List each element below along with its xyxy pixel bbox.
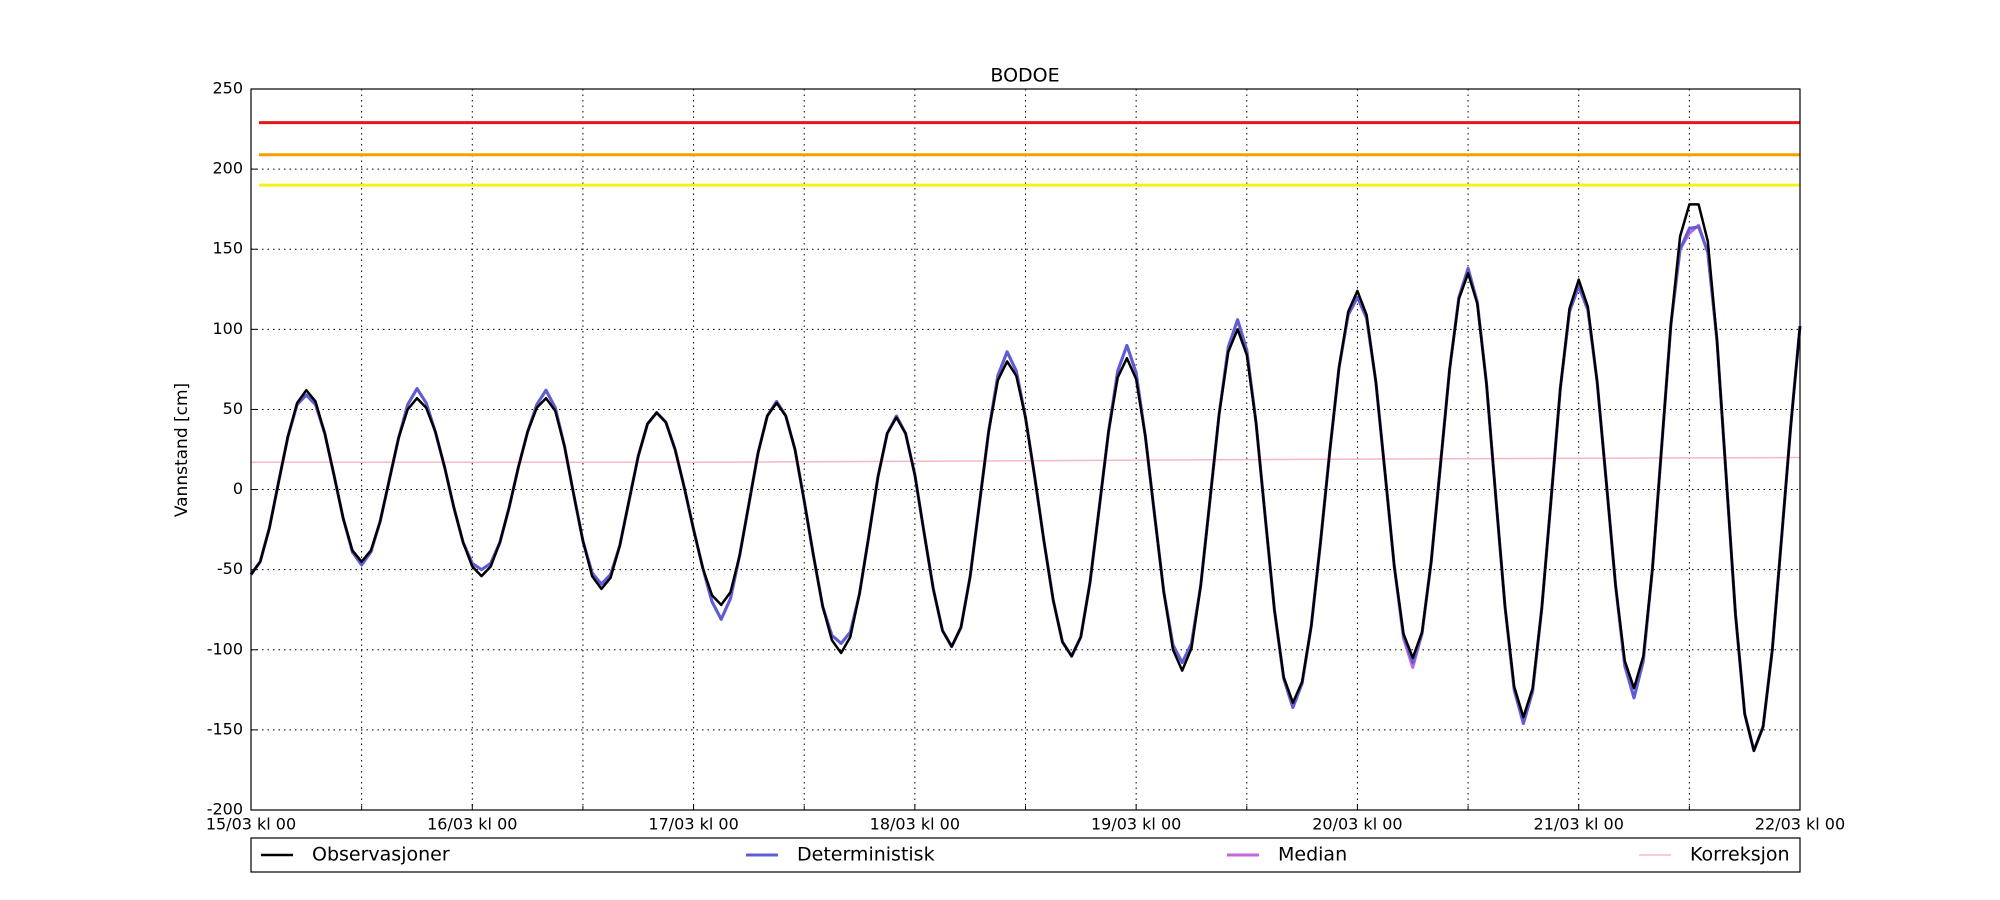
series-line xyxy=(249,203,1802,752)
y-tick-label: -100 xyxy=(207,639,243,658)
x-tick-label: 17/03 kl 00 xyxy=(648,815,738,834)
x-tick-label: 21/03 kl 00 xyxy=(1534,815,1624,834)
y-axis-label: Vannstand [cm] xyxy=(172,383,192,517)
y-tick-label: -200 xyxy=(207,800,243,819)
y-tick-label: 100 xyxy=(212,319,243,338)
x-tick-label: 16/03 kl 00 xyxy=(427,815,517,834)
chart-title: BODOE xyxy=(990,65,1059,87)
x-tick-label: 18/03 kl 00 xyxy=(870,815,960,834)
y-tick-label: 0 xyxy=(233,479,243,498)
legend-label: Median xyxy=(1278,844,1347,866)
x-tick-label: 19/03 kl 00 xyxy=(1091,815,1181,834)
x-tick-label: 20/03 kl 00 xyxy=(1312,815,1402,834)
y-tick-label: 150 xyxy=(212,239,243,258)
series-line xyxy=(251,456,1801,464)
legend-label: Observasjoner xyxy=(312,844,450,866)
x-tick-label: 15/03 kl 00 xyxy=(206,815,296,834)
legend-box xyxy=(250,837,1801,873)
y-tick-label: -150 xyxy=(207,719,243,738)
legend-label: Korreksjon xyxy=(1690,844,1790,866)
legend-label: Deterministisk xyxy=(797,844,935,866)
y-tick-label: 50 xyxy=(223,399,243,418)
y-tick-label: -50 xyxy=(217,559,243,578)
plot-frame xyxy=(250,88,1801,811)
y-tick-label: 250 xyxy=(212,79,243,98)
y-tick-label: 200 xyxy=(212,159,243,178)
x-tick-label: 22/03 kl 00 xyxy=(1755,815,1845,834)
